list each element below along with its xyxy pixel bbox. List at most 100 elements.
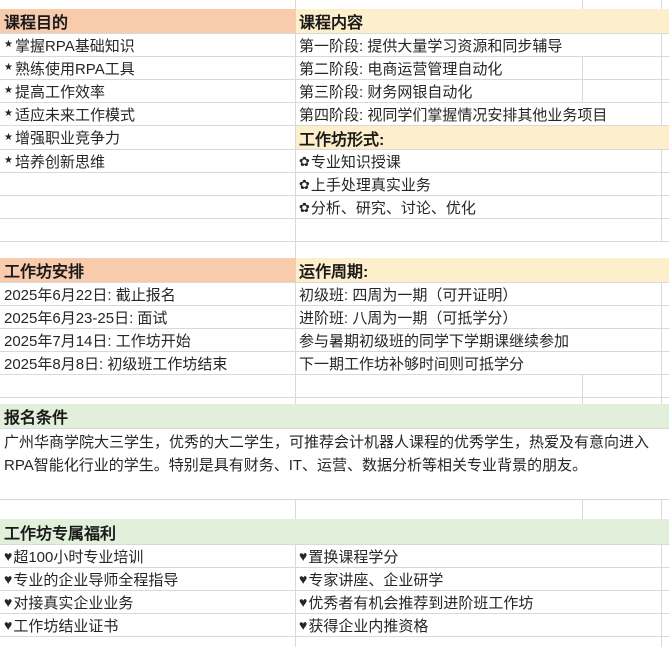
cell-cycle-item-2[interactable]: 进阶班: 八周为一期（可抵学分） xyxy=(296,306,669,328)
gridline xyxy=(295,545,296,647)
gridline xyxy=(582,57,583,103)
header-workshop-schedule[interactable]: 工作坊安排 xyxy=(0,258,296,282)
cell-schedule-item-2[interactable]: 2025年6月23-25日: 面试 xyxy=(0,306,296,328)
cell-purpose-item-1[interactable]: ★ 掌握RPA基础知识 xyxy=(0,34,296,56)
header-enrollment-requirements-cell: 报名条件 xyxy=(0,404,296,428)
cell-benefit-right-1[interactable]: ♥ 置换课程学分 xyxy=(296,545,669,567)
gridline xyxy=(295,0,296,9)
header-workshop-benefits[interactable]: 工作坊专属福利 xyxy=(0,519,669,545)
flower-icon: ✿ xyxy=(299,176,310,192)
star-icon: ★ xyxy=(4,155,13,166)
gridline xyxy=(661,34,662,126)
header-workshop-benefits-label: 工作坊专属福利 xyxy=(4,525,117,543)
header-operation-cycle-label: 运作周期: xyxy=(299,264,369,281)
cell-benefit-right-4[interactable]: ♥ 获得企业内推资格 xyxy=(296,614,669,636)
cell-content-item-4[interactable]: 第四阶段: 视同学们掌握情况安排其他业务项目 xyxy=(296,103,669,125)
cell-empty[interactable] xyxy=(0,196,296,218)
gridline xyxy=(661,150,662,242)
star-icon: ★ xyxy=(4,131,13,143)
cycle-item-label: 进阶班: 八周为一期（可抵学分） xyxy=(299,309,518,327)
sheet-row: 2025年6月23-25日: 面试 进阶班: 八周为一期（可抵学分） xyxy=(0,306,669,329)
cell-purpose-item-5[interactable]: ★ 增强职业竞争力 xyxy=(0,126,296,149)
cell-cycle-item-3[interactable]: 参与暑期初级班的同学下学期课继续参加 xyxy=(296,329,669,351)
header-workshop-benefits-cell: 工作坊专属福利 xyxy=(0,520,296,544)
cycle-item-label: 参与暑期初级班的同学下学期课继续参加 xyxy=(299,332,570,350)
heart-icon: ♥ xyxy=(299,548,308,564)
benefit-label: 专家讲座、企业研学 xyxy=(308,571,444,589)
sheet-row: ✿ 分析、研究、讨论、优化 xyxy=(0,196,669,219)
purpose-item-label: 适应未来工作模式 xyxy=(14,106,135,124)
cell-benefit-left-1[interactable]: ♥ 超100小时专业培训 xyxy=(0,545,296,567)
sheet-row: ✿ 上手处理真实业务 xyxy=(0,173,669,196)
cell-schedule-item-4[interactable]: 2025年8月8日: 初级班工作坊结束 xyxy=(0,352,296,374)
cell-schedule-item-3[interactable]: 2025年7月14日: 工作坊开始 xyxy=(0,329,296,351)
star-icon: ★ xyxy=(4,62,13,73)
cell-format-item-2[interactable]: ✿ 上手处理真实业务 xyxy=(296,173,669,195)
enrollment-requirements-text[interactable]: 广州华商学院大三学生，优秀的大二学生，可推荐会计机器人课程的优秀学生，热爱及有意… xyxy=(0,429,669,500)
gridline xyxy=(295,500,296,519)
purpose-item-label: 提高工作效率 xyxy=(14,83,105,101)
benefit-label: 专业的企业导师全程指导 xyxy=(13,571,179,589)
header-course-purpose-label: 课程目的 xyxy=(4,15,69,32)
header-workshop-schedule-label: 工作坊安排 xyxy=(4,264,85,281)
content-item-label: 第一阶段: 提供大量学习资源和同步辅导 xyxy=(299,37,563,55)
header-course-content[interactable]: 课程内容 xyxy=(296,9,669,33)
cycle-item-label: 初级班: 四周为一期（可开证明） xyxy=(299,286,518,304)
schedule-item-label: 2025年7月14日: 工作坊开始 xyxy=(4,332,191,350)
sheet-row: ♥ 工作坊结业证书 ♥ 获得企业内推资格 xyxy=(0,614,669,637)
purpose-item-label: 熟练使用RPA工具 xyxy=(14,60,135,78)
sheet-row: ★ 熟练使用RPA工具 第二阶段: 电商运营管理自动化 xyxy=(0,57,669,80)
gridline xyxy=(661,0,662,9)
gridline xyxy=(661,500,662,519)
schedule-item-label: 2025年6月22日: 截止报名 xyxy=(4,286,176,304)
cell-benefit-left-4[interactable]: ♥ 工作坊结业证书 xyxy=(0,614,296,636)
cell-benefit-right-2[interactable]: ♥ 专家讲座、企业研学 xyxy=(296,568,669,590)
cell-content-item-1[interactable]: 第一阶段: 提供大量学习资源和同步辅导 xyxy=(296,34,669,56)
cell-purpose-item-4[interactable]: ★ 适应未来工作模式 xyxy=(0,103,296,125)
benefit-label: 优秀者有机会推荐到进阶班工作坊 xyxy=(308,594,534,612)
sheet-row: ♥ 超100小时专业培训 ♥ 置换课程学分 xyxy=(0,545,669,568)
cell-schedule-item-1[interactable]: 2025年6月22日: 截止报名 xyxy=(0,283,296,305)
purpose-item-label: 增强职业竞争力 xyxy=(14,130,120,147)
sheet-row: ★ 掌握RPA基础知识 第一阶段: 提供大量学习资源和同步辅导 xyxy=(0,34,669,57)
content-item-label: 第二阶段: 电商运营管理自动化 xyxy=(299,60,503,78)
heart-icon: ♥ xyxy=(4,594,13,610)
cell-empty[interactable] xyxy=(0,173,296,195)
cell-cycle-item-1[interactable]: 初级班: 四周为一期（可开证明） xyxy=(296,283,669,305)
star-icon: ★ xyxy=(4,85,13,96)
gridline xyxy=(661,545,662,647)
cell-format-item-1[interactable]: ✿ 专业知识授课 xyxy=(296,150,669,172)
cell-purpose-item-2[interactable]: ★ 熟练使用RPA工具 xyxy=(0,57,296,79)
format-item-label: 专业知识授课 xyxy=(310,153,401,171)
gridline xyxy=(582,375,583,404)
cell-cycle-item-4[interactable]: 下一期工作坊补够时间则可抵学分 xyxy=(296,352,669,374)
cell-content-item-3[interactable]: 第三阶段: 财务网银自动化 xyxy=(296,80,669,102)
header-operation-cycle[interactable]: 运作周期: xyxy=(296,258,669,282)
schedule-item-label: 2025年8月8日: 初级班工作坊结束 xyxy=(4,355,228,373)
sheet-row: ♥ 对接真实企业业务 ♥ 优秀者有机会推荐到进阶班工作坊 xyxy=(0,591,669,614)
sheet-row: 2025年8月8日: 初级班工作坊结束 下一期工作坊补够时间则可抵学分 xyxy=(0,352,669,375)
sheet-row: ★ 增强职业竞争力 工作坊形式: xyxy=(0,126,669,150)
heart-icon: ♥ xyxy=(299,571,308,587)
header-workshop-format[interactable]: 工作坊形式: xyxy=(296,126,669,149)
flower-icon: ✿ xyxy=(299,199,310,215)
content-item-label: 第三阶段: 财务网银自动化 xyxy=(299,83,473,101)
heart-icon: ♥ xyxy=(4,548,13,564)
star-icon: ★ xyxy=(4,108,13,119)
header-course-content-label: 课程内容 xyxy=(299,15,364,32)
cell-benefit-left-3[interactable]: ♥ 对接真实企业业务 xyxy=(0,591,296,613)
cell-benefit-left-2[interactable]: ♥ 专业的企业导师全程指导 xyxy=(0,568,296,590)
benefit-label: 置换课程学分 xyxy=(308,548,399,566)
header-row-course: 课程目的 课程内容 xyxy=(0,9,669,34)
cell-benefit-right-3[interactable]: ♥ 优秀者有机会推荐到进阶班工作坊 xyxy=(296,591,669,613)
header-workshop-format-label: 工作坊形式: xyxy=(299,131,385,149)
sheet-row: ★ 适应未来工作模式 第四阶段: 视同学们掌握情况安排其他业务项目 xyxy=(0,103,669,126)
header-course-purpose[interactable]: 课程目的 xyxy=(0,9,296,33)
cell-content-item-2[interactable]: 第二阶段: 电商运营管理自动化 xyxy=(296,57,669,79)
gridline xyxy=(582,0,583,9)
cell-purpose-item-6[interactable]: ★ 培养创新思维 xyxy=(0,150,296,172)
header-enrollment-requirements[interactable]: 报名条件 xyxy=(0,404,669,429)
cell-purpose-item-3[interactable]: ★ 提高工作效率 xyxy=(0,80,296,102)
purpose-item-label: 培养创新思维 xyxy=(14,153,105,171)
cell-format-item-3[interactable]: ✿ 分析、研究、讨论、优化 xyxy=(296,196,669,218)
